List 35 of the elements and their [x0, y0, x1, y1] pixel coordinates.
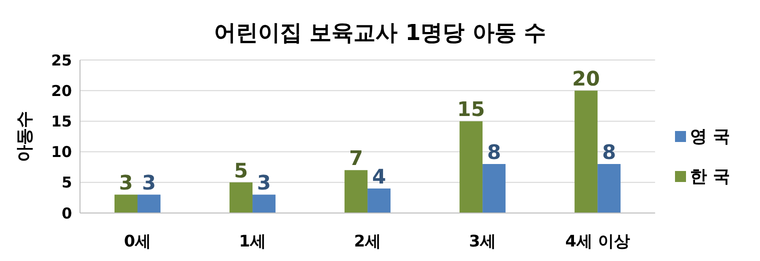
y-tick-label: 25	[51, 51, 72, 70]
bar	[574, 90, 598, 213]
bar	[230, 182, 253, 213]
x-tick-label: 4세 이상	[565, 231, 630, 250]
data-label: 3	[257, 170, 271, 195]
y-tick-label: 0	[62, 204, 72, 222]
data-label: 5	[234, 158, 248, 182]
x-tick-label: 1세	[238, 231, 266, 250]
bar	[114, 194, 138, 213]
y-tick-label: 10	[51, 143, 72, 162]
data-label: 3	[142, 170, 156, 195]
bar	[138, 194, 161, 213]
x-tick-label: 2세	[354, 231, 382, 250]
chart-title: 어린이집 보육교사 1명당 아동 수	[213, 20, 547, 48]
bar	[598, 164, 621, 213]
x-tick-label: 3세	[468, 231, 496, 250]
x-tick-label: 0세	[124, 231, 152, 250]
bar	[482, 164, 506, 213]
data-label: 3	[119, 170, 133, 195]
data-label: 7	[349, 146, 363, 170]
y-tick-label: 15	[51, 112, 72, 131]
data-label: 4	[372, 164, 386, 189]
legend-label: 한 국	[690, 166, 730, 186]
data-label: 8	[487, 140, 502, 164]
bar	[344, 170, 368, 213]
bar	[460, 121, 483, 213]
data-label: 15	[457, 97, 485, 122]
y-axis-title: 아동수	[15, 111, 36, 162]
legend-label: 영 국	[690, 126, 730, 146]
data-label: 20	[572, 66, 600, 91]
bar	[252, 194, 276, 213]
y-tick-label: 5	[62, 174, 72, 192]
y-tick-label: 20	[51, 82, 72, 100]
bar	[368, 188, 391, 213]
data-label: 8	[602, 140, 616, 164]
